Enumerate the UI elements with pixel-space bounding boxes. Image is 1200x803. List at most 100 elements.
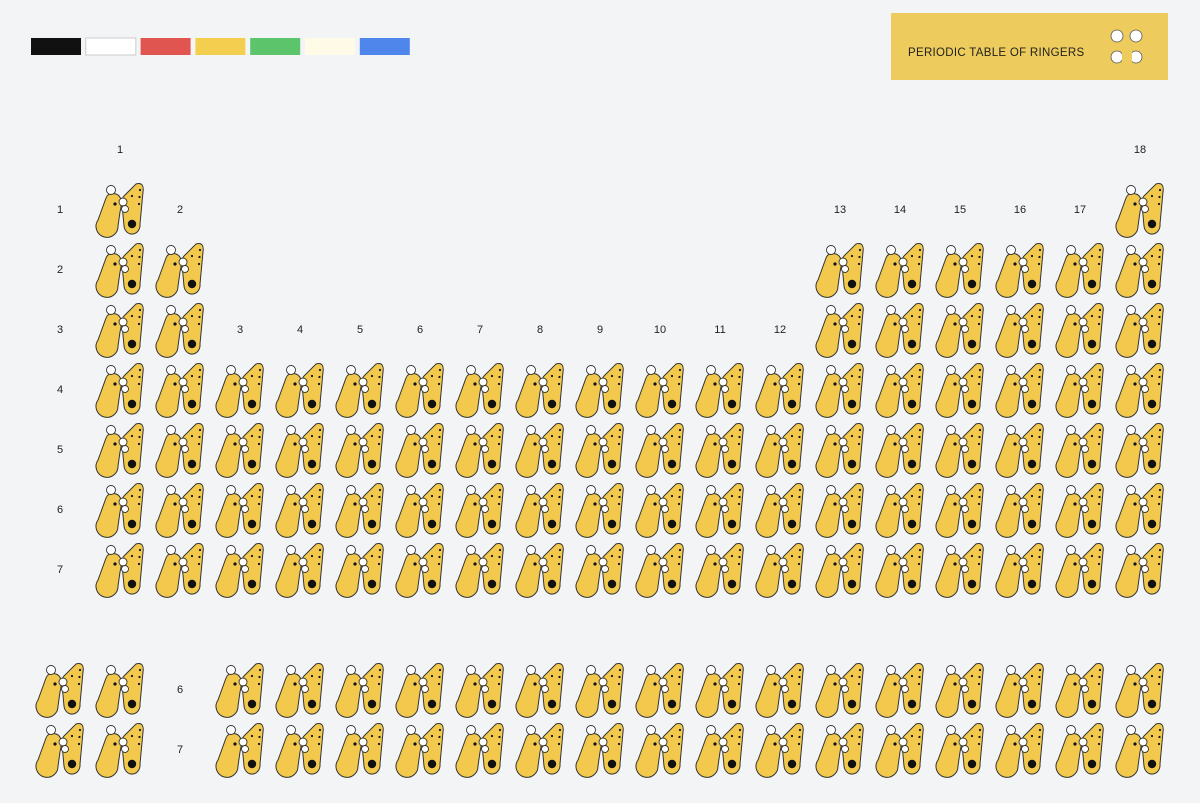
ringer-cell xyxy=(935,242,984,298)
group-label: 3 xyxy=(237,324,243,336)
ringer-cell xyxy=(1055,722,1104,778)
ringer-cell xyxy=(755,422,804,478)
ringer-cell xyxy=(875,482,924,538)
ringer-cell xyxy=(95,242,144,298)
ringer-cell xyxy=(995,482,1044,538)
ringer-cell xyxy=(1055,662,1104,718)
ringer-cell xyxy=(1055,302,1104,358)
ringer-cell xyxy=(1115,362,1164,418)
ringer-cell xyxy=(695,482,744,538)
ringer-cell xyxy=(635,362,684,418)
ringer-cell xyxy=(155,542,204,598)
ringer-cell xyxy=(1115,542,1164,598)
color-swatch xyxy=(195,38,246,55)
ringer-cell xyxy=(575,542,624,598)
ringer-cell xyxy=(815,482,864,538)
ringer-cell xyxy=(515,722,564,778)
ringer-cell xyxy=(395,482,444,538)
ringer-cell xyxy=(275,422,324,478)
group-label: 5 xyxy=(357,324,363,336)
ringer-cell xyxy=(635,662,684,718)
ringer-cell xyxy=(1115,722,1164,778)
header-icon xyxy=(1110,29,1143,64)
ringer-cell xyxy=(575,482,624,538)
ringer-cell xyxy=(95,422,144,478)
ringer-cell xyxy=(155,482,204,538)
ringer-cell xyxy=(695,542,744,598)
ringer-cell xyxy=(95,182,144,238)
ringer-cell xyxy=(1055,362,1104,418)
ringer-cell xyxy=(815,362,864,418)
ringer-cell xyxy=(455,662,504,718)
ringer-cell xyxy=(1115,302,1164,358)
ringer-cell xyxy=(215,422,264,478)
period-label: 4 xyxy=(57,384,63,396)
group-label: 1 xyxy=(117,144,123,156)
ringer-cell xyxy=(395,422,444,478)
ringer-cell xyxy=(275,722,324,778)
group-label: 6 xyxy=(417,324,423,336)
ringer-cell xyxy=(1115,422,1164,478)
ringer-cell xyxy=(1055,422,1104,478)
period-label: 5 xyxy=(57,444,63,456)
period-label: 3 xyxy=(57,324,63,336)
group-label: 10 xyxy=(654,324,666,336)
group-label: 8 xyxy=(537,324,543,336)
group-label: 12 xyxy=(774,324,786,336)
ringer-cell xyxy=(1115,662,1164,718)
color-swatch xyxy=(31,38,81,55)
ringer-cell xyxy=(455,362,504,418)
ringer-cell xyxy=(515,482,564,538)
period-label: 2 xyxy=(57,264,63,276)
ringer-cell xyxy=(155,302,204,358)
group-label: 13 xyxy=(834,204,846,216)
ringer-cell xyxy=(395,662,444,718)
ringer-cell xyxy=(995,242,1044,298)
ringer-cell xyxy=(95,542,144,598)
ringer-cell xyxy=(755,362,804,418)
ringer-cell xyxy=(755,482,804,538)
ringer-cell xyxy=(755,662,804,718)
ringer-cell xyxy=(395,722,444,778)
period-label: 1 xyxy=(57,204,63,216)
ringer-cell xyxy=(515,662,564,718)
ringer-cell xyxy=(455,722,504,778)
group-label: 18 xyxy=(1134,144,1146,156)
ringer-cell xyxy=(155,362,204,418)
ringer-cell xyxy=(995,662,1044,718)
ringer-cell xyxy=(515,542,564,598)
ringer-cell xyxy=(875,362,924,418)
ringer-cell xyxy=(95,722,144,778)
ringer-cell xyxy=(815,722,864,778)
ringer-cell xyxy=(815,422,864,478)
group-label: 14 xyxy=(894,204,906,216)
ringer-cell xyxy=(875,542,924,598)
color-swatch xyxy=(85,37,137,56)
ringer-cell xyxy=(155,422,204,478)
ringer-cell xyxy=(875,242,924,298)
ringer-cell xyxy=(95,662,144,718)
ringer-cell xyxy=(455,482,504,538)
ringer-cell xyxy=(335,662,384,718)
ringer-cell xyxy=(995,542,1044,598)
ringer-cell xyxy=(215,542,264,598)
ringer-cell xyxy=(815,302,864,358)
period-label: 7 xyxy=(57,564,63,576)
ringer-cell xyxy=(935,542,984,598)
ringer-cell xyxy=(875,722,924,778)
extra-row-label: 7 xyxy=(177,744,183,756)
ringer-cell xyxy=(815,242,864,298)
period-label: 6 xyxy=(57,504,63,516)
ringer-cell xyxy=(815,542,864,598)
ringer-cell xyxy=(695,422,744,478)
header-title: PERIODIC TABLE OF RINGERS xyxy=(908,47,1084,59)
ringer-cell xyxy=(35,662,84,718)
ringer-cell xyxy=(575,722,624,778)
ringer-cell xyxy=(275,362,324,418)
ringer-cell xyxy=(515,422,564,478)
ringer-cell xyxy=(215,662,264,718)
group-label: 11 xyxy=(714,324,725,336)
ringer-cell xyxy=(575,422,624,478)
ringer-cell xyxy=(335,722,384,778)
